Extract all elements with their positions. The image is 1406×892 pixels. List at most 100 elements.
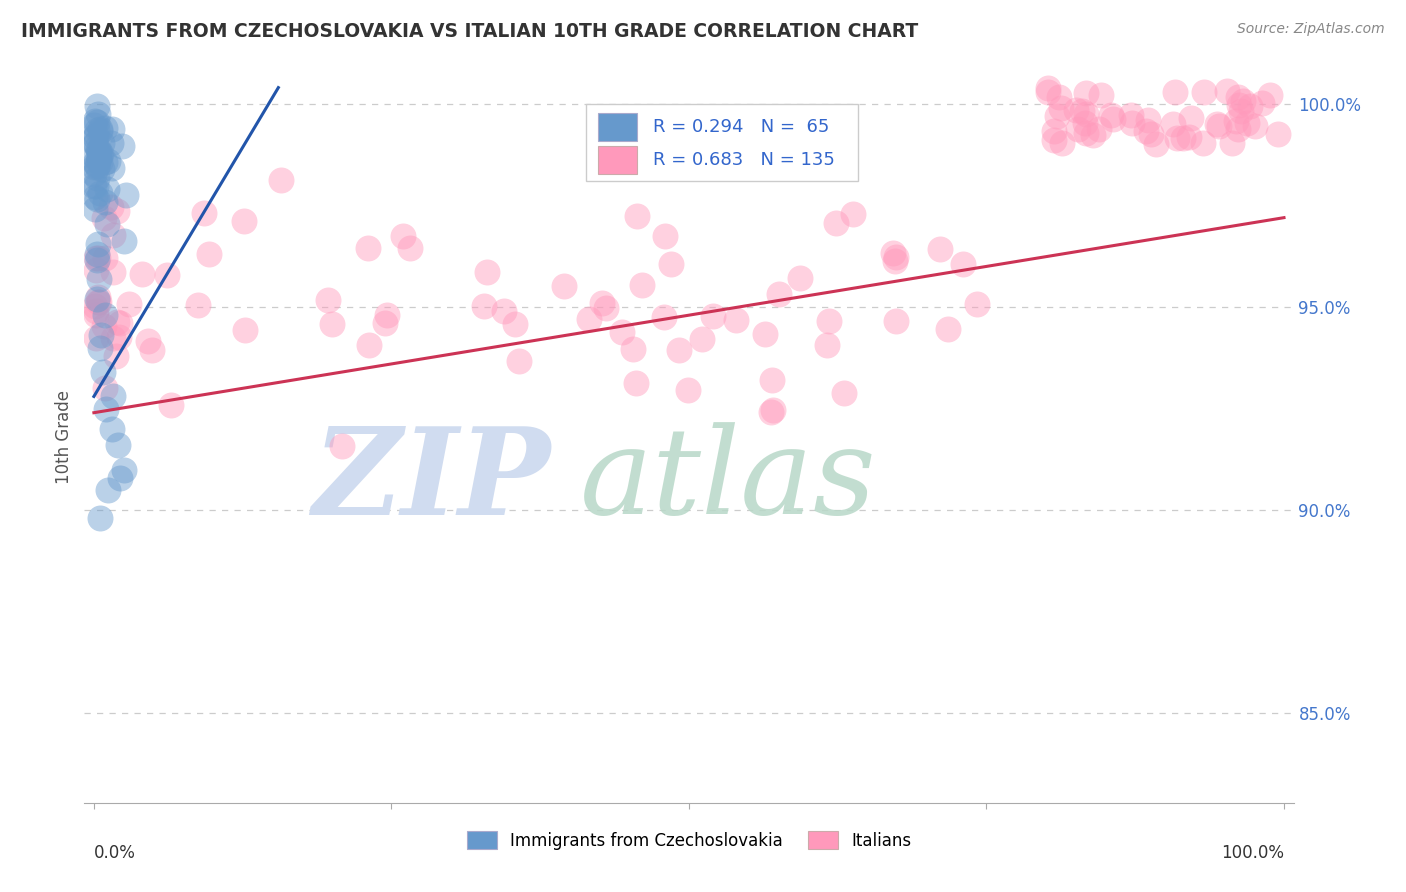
- Point: [356, 241, 378, 255]
- Point: [612, 326, 634, 340]
- Point: [233, 323, 256, 337]
- Point: [1043, 133, 1066, 147]
- Point: [1046, 109, 1069, 123]
- Text: 100.0%: 100.0%: [1220, 845, 1284, 863]
- Point: [1232, 94, 1254, 108]
- Point: [624, 376, 647, 391]
- Point: [87, 149, 110, 163]
- Point: [84, 299, 107, 313]
- Point: [83, 118, 105, 132]
- Point: [676, 383, 699, 397]
- Point: [136, 334, 159, 349]
- Point: [86, 140, 108, 154]
- Point: [87, 290, 110, 304]
- Point: [1036, 85, 1059, 99]
- Point: [1043, 124, 1066, 138]
- Point: [1081, 128, 1104, 143]
- Point: [1140, 127, 1163, 141]
- Point: [84, 130, 107, 145]
- Point: [1177, 129, 1199, 144]
- Point: [86, 143, 108, 157]
- Point: [1076, 107, 1098, 121]
- Point: [321, 317, 343, 331]
- Point: [86, 247, 108, 261]
- Point: [107, 438, 129, 452]
- Point: [1164, 85, 1187, 99]
- Point: [84, 114, 107, 128]
- Point: [761, 373, 783, 387]
- Point: [94, 401, 117, 416]
- Point: [1227, 90, 1250, 104]
- Point: [832, 385, 855, 400]
- Point: [316, 293, 339, 307]
- Point: [97, 153, 120, 168]
- Point: [270, 173, 292, 187]
- Point: [578, 312, 600, 326]
- Point: [197, 247, 219, 261]
- Point: [105, 349, 128, 363]
- Point: [89, 341, 111, 355]
- Point: [87, 295, 110, 310]
- Text: atlas: atlas: [581, 422, 877, 540]
- Point: [966, 297, 988, 311]
- Point: [107, 204, 129, 219]
- Point: [1225, 113, 1247, 128]
- Point: [84, 303, 107, 318]
- Point: [87, 271, 110, 285]
- Point: [96, 182, 118, 196]
- Point: [156, 268, 179, 282]
- Point: [1102, 112, 1125, 126]
- Point: [1166, 131, 1188, 145]
- Point: [1161, 117, 1184, 131]
- Point: [89, 143, 111, 157]
- Point: [83, 202, 105, 217]
- Point: [89, 186, 111, 200]
- Point: [84, 155, 107, 169]
- Point: [90, 328, 112, 343]
- Legend: Immigrants from Czechoslovakia, Italians: Immigrants from Czechoslovakia, Italians: [460, 824, 918, 856]
- Point: [86, 178, 108, 193]
- Point: [654, 228, 676, 243]
- Point: [1052, 136, 1074, 151]
- Point: [652, 310, 675, 324]
- Point: [93, 365, 115, 379]
- Point: [84, 136, 107, 151]
- Point: [83, 161, 105, 175]
- Point: [1090, 87, 1112, 102]
- Point: [1066, 103, 1088, 117]
- Point: [1243, 120, 1265, 134]
- Point: [1206, 117, 1229, 131]
- Point: [193, 206, 215, 220]
- Point: [101, 331, 124, 345]
- Point: [94, 155, 117, 169]
- Point: [1135, 124, 1157, 138]
- Text: R = 0.294   N =  65: R = 0.294 N = 65: [652, 118, 830, 136]
- Point: [1216, 84, 1239, 98]
- Point: [928, 243, 950, 257]
- Point: [100, 136, 122, 150]
- Point: [233, 214, 256, 228]
- Point: [87, 154, 110, 169]
- Point: [631, 278, 654, 293]
- Point: [94, 195, 117, 210]
- Point: [90, 146, 112, 161]
- Text: R = 0.683   N = 135: R = 0.683 N = 135: [652, 151, 835, 169]
- Point: [100, 422, 122, 436]
- Point: [883, 254, 905, 268]
- Point: [84, 263, 107, 277]
- Point: [659, 257, 682, 271]
- Point: [754, 326, 776, 341]
- Point: [83, 167, 105, 181]
- Point: [768, 287, 790, 301]
- Point: [1121, 116, 1143, 130]
- Point: [1074, 116, 1097, 130]
- Point: [86, 171, 108, 186]
- Point: [114, 188, 136, 202]
- Point: [1208, 119, 1230, 133]
- Point: [101, 227, 124, 242]
- Point: [96, 217, 118, 231]
- Point: [359, 338, 381, 352]
- Point: [84, 128, 107, 142]
- Point: [97, 483, 120, 497]
- Point: [86, 158, 108, 172]
